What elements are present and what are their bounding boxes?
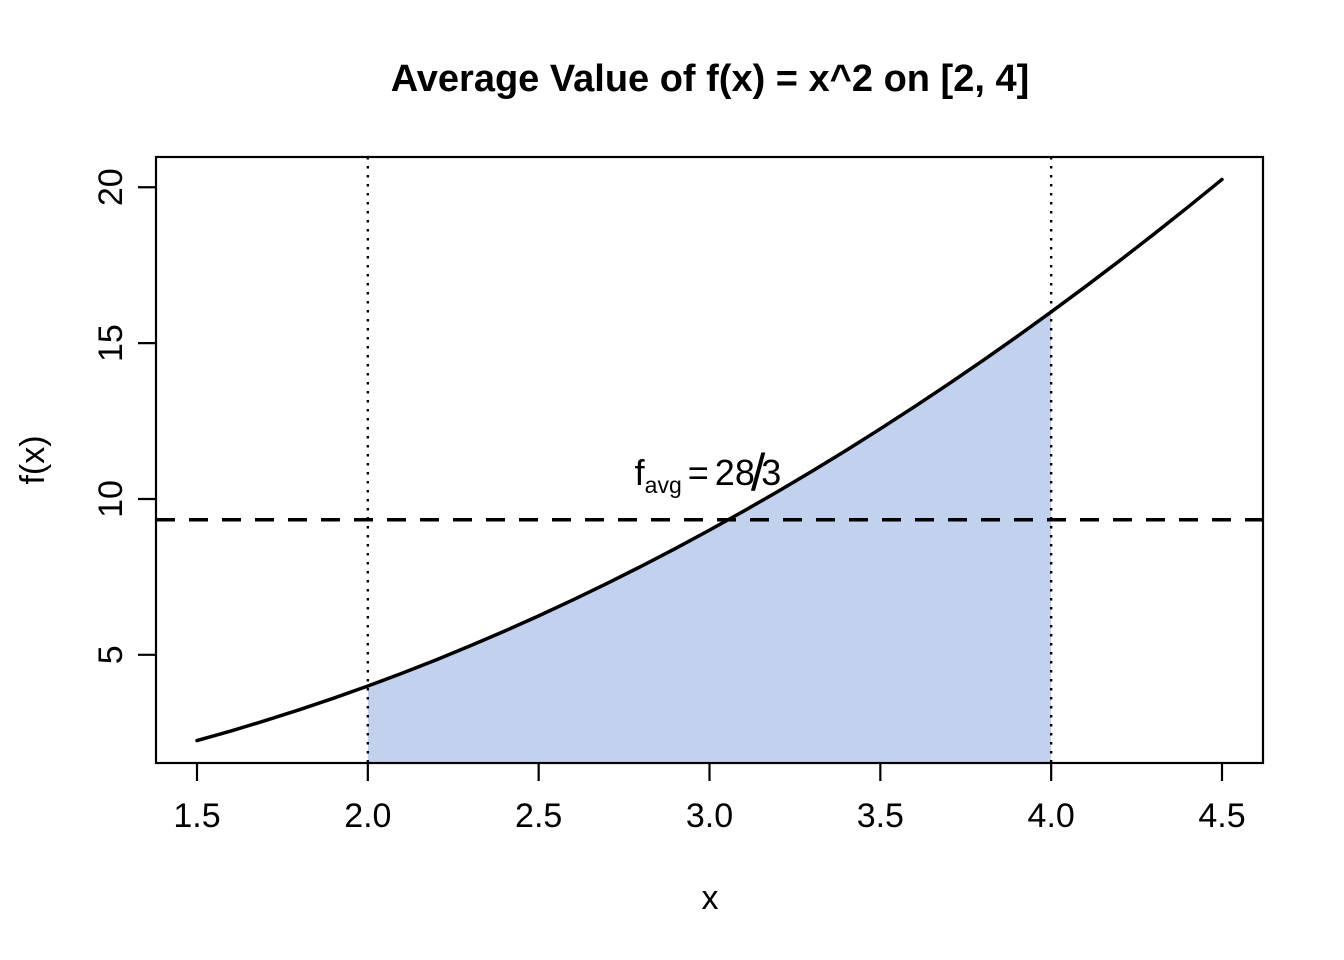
annotation-denominator: 3 — [761, 452, 782, 493]
function-curve — [195, 177, 1224, 743]
average-value-annotation: favg = 28/3 — [634, 447, 782, 506]
x-axis-tick-label: 2.5 — [515, 797, 562, 835]
x-axis-tick-label: 1.5 — [173, 797, 220, 835]
annotation-subscript: avg — [644, 472, 682, 498]
x-axis-tick-label: 4.0 — [1028, 797, 1075, 835]
y-axis-tick-label: 10 — [92, 480, 130, 518]
annotation-slash: / — [750, 444, 766, 502]
annotation-f: f — [634, 452, 645, 493]
annotation-numerator: 28 — [714, 452, 755, 493]
x-axis-tick-label: 3.5 — [857, 797, 904, 835]
y-axis-title: f(x) — [14, 435, 52, 485]
x-axis-tick-label: 4.5 — [1198, 797, 1245, 835]
x-axis-tick-label: 3.0 — [686, 797, 733, 835]
chart-title: Average Value of f(x) = x^2 on [2, 4] — [390, 58, 1030, 100]
y-axis-tick-label: 20 — [92, 168, 130, 206]
x-axis-title: x — [701, 879, 719, 917]
y-axis-tick-label: 15 — [92, 324, 130, 362]
shaded-area-under-curve — [367, 311, 1052, 763]
annotation-equals: = — [687, 452, 709, 493]
x-axis-tick-label: 2.0 — [344, 797, 391, 835]
y-axis-tick-label: 5 — [92, 645, 130, 664]
